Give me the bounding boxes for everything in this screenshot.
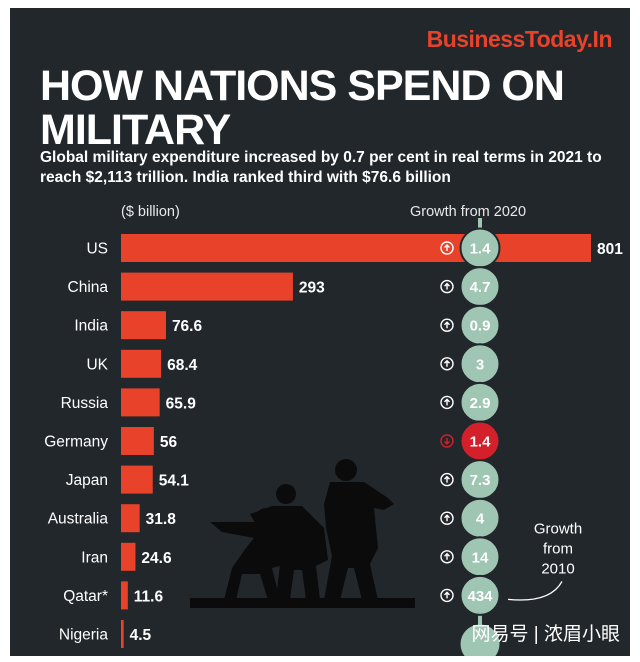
growth-circle-partial <box>460 624 500 656</box>
bar <box>121 311 166 340</box>
annotation-text: 2010 <box>541 560 574 577</box>
arrow-glyph <box>444 359 450 367</box>
arrow-glyph <box>444 282 450 290</box>
arrow-glyph <box>444 398 450 406</box>
arrow-glyph <box>444 244 450 251</box>
growth-label: 1.4 <box>470 434 492 451</box>
up-arrow-icon <box>440 588 454 603</box>
chart-rows: US 801 1.4 China 293 4.7 India 76.6 0.9 UK 68.4 3 Ru… <box>44 218 623 656</box>
growth-label: 4 <box>476 511 485 528</box>
value-label: 76.6 <box>172 318 203 335</box>
unit-label: ($ billion) <box>121 204 180 220</box>
bar <box>121 620 124 648</box>
arrow-glyph <box>444 438 450 445</box>
growth-label: 434 <box>467 588 493 605</box>
bar <box>121 272 293 301</box>
value-label: 56 <box>160 434 178 451</box>
growth-label: 4.7 <box>470 279 491 296</box>
infographic-card: BusinessToday.In HOW NATIONS SPEND ON MI… <box>10 8 630 656</box>
value-label: 31.8 <box>146 511 177 528</box>
growth-circle <box>459 574 501 616</box>
category-label: Japan <box>66 472 108 489</box>
up-arrow-icon <box>440 357 454 371</box>
value-label: 801 <box>597 241 623 258</box>
bar-chart: US 801 1.4 China 293 4.7 India 76.6 0.9 UK 68.4 3 Ru… <box>44 218 623 656</box>
category-label: Australia <box>48 511 109 528</box>
bar <box>121 504 140 533</box>
category-label: US <box>86 241 108 258</box>
bar <box>121 542 136 571</box>
value-label: 54.1 <box>159 473 190 490</box>
annotation-arrow <box>507 581 563 601</box>
growth-label: 1.4 <box>470 241 492 258</box>
category-label: UK <box>86 356 108 373</box>
arrow-glyph <box>444 321 450 329</box>
arrow-glyph <box>444 475 450 483</box>
arrow-glyph <box>444 552 450 560</box>
growth-label: 14 <box>472 549 489 566</box>
arrow-glyph <box>444 514 450 522</box>
bar <box>121 427 154 455</box>
value-label: 4.5 <box>130 627 152 644</box>
up-arrow-icon <box>440 241 454 255</box>
category-label: Iran <box>81 549 108 566</box>
arrow-glyph <box>444 591 450 599</box>
growth-label: 2.9 <box>470 395 491 412</box>
up-arrow-icon <box>440 472 454 487</box>
value-label: 68.4 <box>167 357 198 374</box>
bar <box>121 388 160 417</box>
bar <box>121 581 128 610</box>
soldiers-silhouette-icon <box>190 459 415 608</box>
up-arrow-icon <box>440 318 454 332</box>
value-label: 24.6 <box>141 550 172 567</box>
category-label: Germany <box>44 434 108 451</box>
up-arrow-icon <box>440 511 454 525</box>
value-label: 293 <box>299 280 325 297</box>
down-arrow-icon <box>440 434 454 448</box>
category-label: Russia <box>61 395 109 412</box>
bar <box>121 465 153 494</box>
bar <box>121 234 591 262</box>
brand-logo: BusinessToday.In <box>426 26 613 52</box>
category-label: Qatar* <box>63 588 108 605</box>
growth-column-title: Growth from 2020 <box>410 204 527 220</box>
category-label: China <box>68 279 109 296</box>
value-label: 65.9 <box>166 395 197 412</box>
growth-label: 7.3 <box>470 472 491 489</box>
up-arrow-icon <box>440 550 454 564</box>
category-label: Nigeria <box>59 627 108 644</box>
page-subtitle: Global military expenditure increased by… <box>40 149 602 186</box>
annotation-text: from <box>543 540 573 557</box>
page-title: HOW NATIONS SPEND ON MILITARY <box>40 62 565 154</box>
watermark: 网易号 | 浓眉小眼 <box>471 624 621 645</box>
growth-label: 0.9 <box>470 318 491 335</box>
value-label: 11.6 <box>134 588 164 605</box>
up-arrow-icon <box>440 395 454 410</box>
bar <box>121 349 162 378</box>
up-arrow-icon <box>440 279 454 294</box>
category-label: India <box>74 318 108 335</box>
growth-label: 3 <box>476 356 484 373</box>
annotation-text: Growth <box>534 520 582 537</box>
